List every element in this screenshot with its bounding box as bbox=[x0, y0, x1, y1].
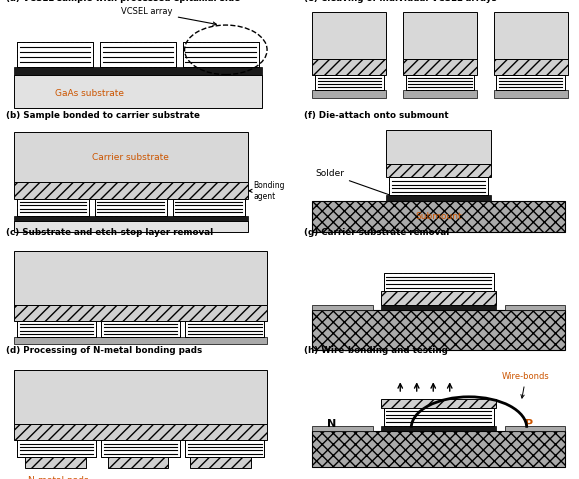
Bar bbox=[312, 59, 387, 75]
Bar bbox=[496, 75, 565, 91]
Bar bbox=[312, 201, 565, 232]
Text: Wire-bonds: Wire-bonds bbox=[502, 372, 549, 398]
Text: Submount: Submount bbox=[415, 212, 462, 221]
Bar bbox=[384, 273, 494, 291]
Bar bbox=[505, 425, 565, 431]
Text: N-metal pads: N-metal pads bbox=[28, 476, 89, 479]
Bar bbox=[100, 42, 176, 67]
Bar bbox=[14, 182, 248, 199]
Bar bbox=[14, 221, 248, 232]
Bar bbox=[389, 177, 488, 195]
Bar bbox=[312, 11, 387, 59]
Bar bbox=[101, 440, 180, 457]
Bar bbox=[17, 42, 93, 67]
Bar bbox=[17, 320, 96, 337]
Bar bbox=[14, 337, 267, 344]
Text: (e) Cleaving of individual VCSEL arrays: (e) Cleaving of individual VCSEL arrays bbox=[304, 0, 497, 2]
Text: Bonding
agent: Bonding agent bbox=[249, 181, 285, 201]
Bar bbox=[25, 457, 86, 468]
Bar bbox=[494, 59, 568, 75]
Bar bbox=[14, 305, 267, 320]
Text: (h) Wire-bonding and testing: (h) Wire-bonding and testing bbox=[304, 346, 448, 354]
Text: (b) Sample bonded to carrier substrate: (b) Sample bonded to carrier substrate bbox=[6, 111, 200, 120]
Bar bbox=[387, 195, 491, 201]
Bar bbox=[14, 75, 262, 108]
Text: VCSEL array: VCSEL array bbox=[121, 7, 217, 25]
Bar bbox=[14, 251, 267, 305]
Text: (a) VCSEL sample with processed epitaxial side: (a) VCSEL sample with processed epitaxia… bbox=[6, 0, 240, 2]
Text: Solder: Solder bbox=[315, 169, 397, 198]
Bar bbox=[406, 75, 475, 91]
Bar bbox=[403, 11, 477, 59]
Bar bbox=[381, 291, 496, 305]
Text: (c) Substrate and etch-stop layer removal: (c) Substrate and etch-stop layer remova… bbox=[6, 228, 213, 237]
Bar bbox=[14, 67, 262, 75]
Bar bbox=[387, 130, 491, 164]
Text: Carrier substrate: Carrier substrate bbox=[93, 152, 170, 161]
Bar bbox=[14, 132, 248, 182]
Bar bbox=[494, 11, 568, 59]
Bar bbox=[312, 431, 565, 467]
Bar bbox=[403, 59, 477, 75]
Bar bbox=[101, 320, 180, 337]
Bar bbox=[384, 408, 494, 425]
Bar bbox=[185, 320, 264, 337]
Bar bbox=[185, 440, 264, 457]
Bar bbox=[312, 305, 373, 310]
Text: (g) Carrier substrate removal: (g) Carrier substrate removal bbox=[304, 228, 449, 237]
Bar bbox=[108, 457, 168, 468]
Bar bbox=[17, 199, 89, 216]
Bar bbox=[505, 305, 565, 310]
Bar bbox=[17, 440, 96, 457]
Bar bbox=[387, 164, 491, 177]
Bar bbox=[315, 75, 384, 91]
Text: N: N bbox=[327, 419, 336, 429]
Bar bbox=[312, 310, 565, 350]
Bar bbox=[381, 399, 496, 408]
Bar bbox=[183, 42, 259, 67]
Bar bbox=[95, 199, 167, 216]
Bar bbox=[381, 425, 496, 431]
Text: GaAs substrate: GaAs substrate bbox=[55, 89, 124, 98]
Text: (d) Processing of N-metal bonding pads: (d) Processing of N-metal bonding pads bbox=[6, 346, 202, 354]
Text: P: P bbox=[525, 419, 534, 429]
Bar bbox=[381, 305, 496, 310]
Bar bbox=[312, 91, 387, 98]
Text: (f) Die-attach onto submount: (f) Die-attach onto submount bbox=[304, 111, 449, 120]
Bar bbox=[14, 216, 248, 221]
Bar bbox=[14, 424, 267, 440]
Bar bbox=[403, 91, 477, 98]
Bar bbox=[312, 425, 373, 431]
Bar bbox=[14, 370, 267, 424]
Bar bbox=[173, 199, 245, 216]
Bar bbox=[494, 91, 568, 98]
Bar bbox=[190, 457, 251, 468]
